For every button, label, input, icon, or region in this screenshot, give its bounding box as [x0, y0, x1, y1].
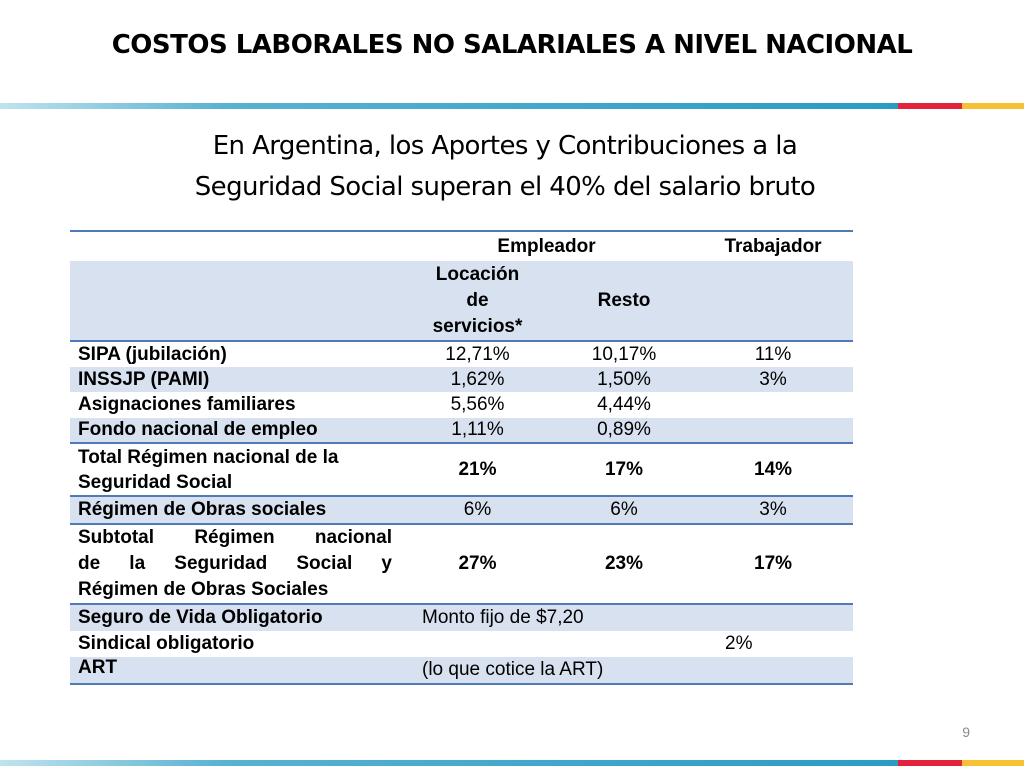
- row-label-line-3: Régimen de Obras Sociales: [78, 579, 329, 600]
- cell-trabajador: 2%: [725, 633, 753, 654]
- cell-locacion: 21%: [458, 458, 497, 480]
- subtitle-line-1: En Argentina, los Aportes y Contribucion…: [212, 131, 798, 161]
- header-locacion-line-3: servicios*: [432, 315, 523, 337]
- slide-title: COSTOS LABORALES NO SALARIALES A NIVEL N…: [111, 30, 913, 60]
- cell-resto: 1,50%: [597, 368, 651, 390]
- subtitle-line-2: Seguridad Social superan el 40% del sala…: [194, 172, 816, 202]
- header-empty-cell: [70, 231, 400, 261]
- row-label: Subtotal Régimen nacional de la Segurida…: [70, 524, 400, 604]
- header-empleador: Empleador: [497, 235, 596, 257]
- cell-resto: 10,17%: [591, 343, 657, 365]
- header-empty-cell: [693, 261, 853, 341]
- bottom-accent-bar-yellow: [962, 760, 1024, 766]
- cell-note: (lo que cotice la ART): [422, 659, 604, 680]
- cell-locacion: 6%: [463, 499, 492, 520]
- row-label-line-1: Subtotal Régimen nacional: [78, 527, 392, 548]
- table-row: Sindical obligatorio 2%: [70, 631, 853, 657]
- cell-resto: 17%: [604, 458, 644, 480]
- row-label: SIPA (jubilación): [78, 343, 227, 365]
- table-row: ART (lo que cotice la ART): [70, 657, 854, 684]
- header-resto: Resto: [597, 289, 651, 311]
- cell-trabajador: 17%: [754, 553, 793, 574]
- cell-trabajador: 3%: [759, 368, 787, 390]
- table-row: Seguro de Vida Obligatorio Monto fijo de…: [70, 604, 854, 631]
- table-row: INSSJP (PAMI) 1,62% 1,50% 3%: [70, 367, 854, 392]
- cell-resto: 6%: [610, 499, 638, 520]
- row-label: Total Régimen nacional de la Seguridad S…: [70, 443, 400, 496]
- header-locacion-line-1: Locación: [435, 263, 520, 285]
- table-row-total: Total Régimen nacional de la Seguridad S…: [70, 443, 854, 496]
- table-row: Fondo nacional de empleo 1,11% 0,89%: [70, 418, 854, 443]
- cell-resto: 23%: [604, 553, 644, 574]
- row-label: Régimen de Obras sociales: [78, 499, 327, 520]
- row-label: Seguro de Vida Obligatorio: [78, 607, 323, 628]
- row-label: ART: [78, 657, 118, 678]
- row-label: Fondo nacional de empleo: [78, 419, 318, 440]
- table-header-row-2: Locación de servicios* Resto: [70, 261, 854, 341]
- cell-locacion: [400, 631, 555, 657]
- cell-trabajador: 11%: [754, 343, 792, 365]
- cell-trabajador: [693, 418, 853, 443]
- top-accent-bar-yellow: [962, 103, 1024, 109]
- top-accent-bar-blue: [0, 103, 898, 109]
- row-label-line-2: de la Seguridad Social y: [78, 553, 392, 574]
- row-label: Asignaciones familiares: [78, 394, 296, 415]
- cell-resto: 0,89%: [597, 419, 651, 440]
- labor-costs-table: Empleador Trabajador Locación de servici…: [70, 230, 854, 685]
- slide-subtitle: En Argentina, los Aportes y Contribucion…: [0, 126, 1010, 208]
- cell-trabajador: 14%: [754, 458, 793, 480]
- cell-resto: [555, 631, 693, 657]
- bottom-accent-bar-blue: [0, 760, 898, 766]
- header-empty-cell: [70, 261, 400, 341]
- cell-locacion: 1,11%: [451, 419, 504, 440]
- row-label: INSSJP (PAMI): [78, 368, 210, 390]
- cell-locacion: 1,62%: [450, 368, 505, 390]
- cell-locacion: 5,56%: [450, 394, 505, 415]
- row-label: Sindical obligatorio: [78, 633, 255, 654]
- table-header-row-1: Empleador Trabajador: [70, 231, 854, 261]
- header-locacion-line-2: de: [466, 289, 489, 311]
- cell-locacion: 27%: [458, 553, 497, 574]
- header-locacion-servicios: Locación de servicios*: [400, 261, 555, 341]
- header-trabajador: Trabajador: [724, 235, 822, 257]
- table-row-subtotal: Subtotal Régimen nacional de la Segurida…: [70, 524, 854, 604]
- cell-trabajador: 3%: [759, 499, 787, 520]
- table-row: Asignaciones familiares 5,56% 4,44%: [70, 392, 853, 418]
- cell-trabajador: [693, 392, 853, 418]
- cell-locacion: 12,71%: [445, 343, 510, 365]
- bottom-accent-bar-red: [898, 760, 962, 766]
- table-row: SIPA (jubilación) 12,71% 10,17% 11%: [70, 341, 853, 367]
- cell-resto: 4,44%: [597, 394, 651, 415]
- row-label-line-2: Seguridad Social: [78, 471, 233, 493]
- page-number: 9: [962, 724, 970, 740]
- table-row: Régimen de Obras sociales 6% 6% 3%: [70, 496, 854, 524]
- cell-note: Monto fijo de $7,20: [422, 607, 584, 628]
- top-accent-bar-red: [898, 103, 962, 109]
- row-label-line-1: Total Régimen nacional de la: [78, 446, 339, 468]
